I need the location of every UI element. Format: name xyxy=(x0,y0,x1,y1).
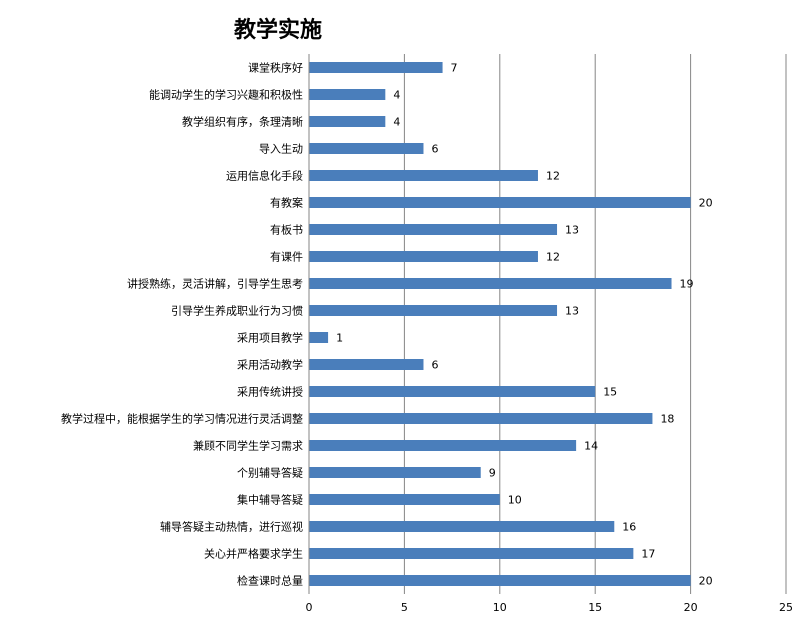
category-label: 讲授熟练，灵活讲解，引导学生思考 xyxy=(127,277,303,291)
bars xyxy=(309,62,691,586)
category-label: 个别辅导答疑 xyxy=(237,466,303,480)
data-label: 9 xyxy=(489,467,496,480)
data-label: 4 xyxy=(393,89,400,102)
data-label: 12 xyxy=(546,170,560,183)
category-label: 采用活动教学 xyxy=(237,358,303,372)
data-label: 17 xyxy=(641,548,655,561)
bar xyxy=(309,332,329,343)
category-label: 采用传统讲授 xyxy=(237,385,303,399)
category-label: 运用信息化手段 xyxy=(226,169,303,183)
category-label: 兼顾不同学生学习需求 xyxy=(193,439,303,453)
bar xyxy=(309,521,615,532)
chart-title: 教学实施 xyxy=(233,18,322,43)
category-labels: 课堂秩序好能调动学生的学习兴趣和积极性教学组织有序，条理清晰导入生动运用信息化手… xyxy=(61,61,303,588)
data-label: 20 xyxy=(699,197,713,210)
category-label: 导入生动 xyxy=(259,142,303,156)
category-label: 集中辅导答疑 xyxy=(237,493,303,507)
bar xyxy=(309,359,424,370)
bar xyxy=(309,197,691,208)
data-label: 6 xyxy=(431,359,438,372)
data-label: 4 xyxy=(393,116,400,129)
category-label: 引导学生养成职业行为习惯 xyxy=(171,304,303,318)
bar xyxy=(309,224,558,235)
x-axis-tick-labels: 0 5 10 15 20 25 xyxy=(306,601,794,614)
data-label: 7 xyxy=(451,62,458,75)
x-tick-label: 10 xyxy=(493,601,507,614)
bar xyxy=(309,89,386,100)
x-tick-label: 5 xyxy=(401,601,408,614)
data-label: 12 xyxy=(546,251,560,264)
bar xyxy=(309,494,500,505)
bar xyxy=(309,116,386,127)
bar xyxy=(309,278,672,289)
bar xyxy=(309,251,538,262)
data-label: 13 xyxy=(565,305,579,318)
data-label: 6 xyxy=(431,143,438,156)
data-label: 19 xyxy=(680,278,694,291)
bar xyxy=(309,170,538,181)
category-label: 辅导答疑主动热情，进行巡视 xyxy=(160,520,303,534)
bar xyxy=(309,413,653,424)
data-label: 1 xyxy=(336,332,343,345)
category-label: 有课件 xyxy=(270,250,303,264)
category-label: 教学过程中，能根据学生的学习情况进行灵活调整 xyxy=(61,412,303,426)
data-label: 20 xyxy=(699,575,713,588)
bar xyxy=(309,575,691,586)
category-label: 关心并严格要求学生 xyxy=(204,547,303,561)
bar xyxy=(309,440,577,451)
data-label: 15 xyxy=(603,386,617,399)
data-label: 10 xyxy=(508,494,522,507)
gridlines xyxy=(403,54,787,594)
x-tick-label: 20 xyxy=(684,601,698,614)
bar xyxy=(309,548,634,559)
category-label: 教学组织有序，条理清晰 xyxy=(182,115,303,129)
bar xyxy=(309,386,596,397)
bar xyxy=(309,143,424,154)
data-label: 14 xyxy=(584,440,598,453)
bar xyxy=(309,62,443,73)
bar xyxy=(309,305,558,316)
x-tick-label: 0 xyxy=(306,601,313,614)
category-label: 有教案 xyxy=(270,196,303,210)
category-label: 课堂秩序好 xyxy=(248,61,303,75)
bar xyxy=(309,467,481,478)
category-label: 有板书 xyxy=(270,223,303,237)
data-label: 16 xyxy=(622,521,636,534)
category-label: 采用项目教学 xyxy=(237,331,303,345)
data-label: 18 xyxy=(660,413,674,426)
x-tick-label: 25 xyxy=(779,601,793,614)
category-label: 检查课时总量 xyxy=(237,574,303,588)
category-label: 能调动学生的学习兴趣和积极性 xyxy=(149,88,303,102)
data-label: 13 xyxy=(565,224,579,237)
x-tick-label: 15 xyxy=(588,601,602,614)
